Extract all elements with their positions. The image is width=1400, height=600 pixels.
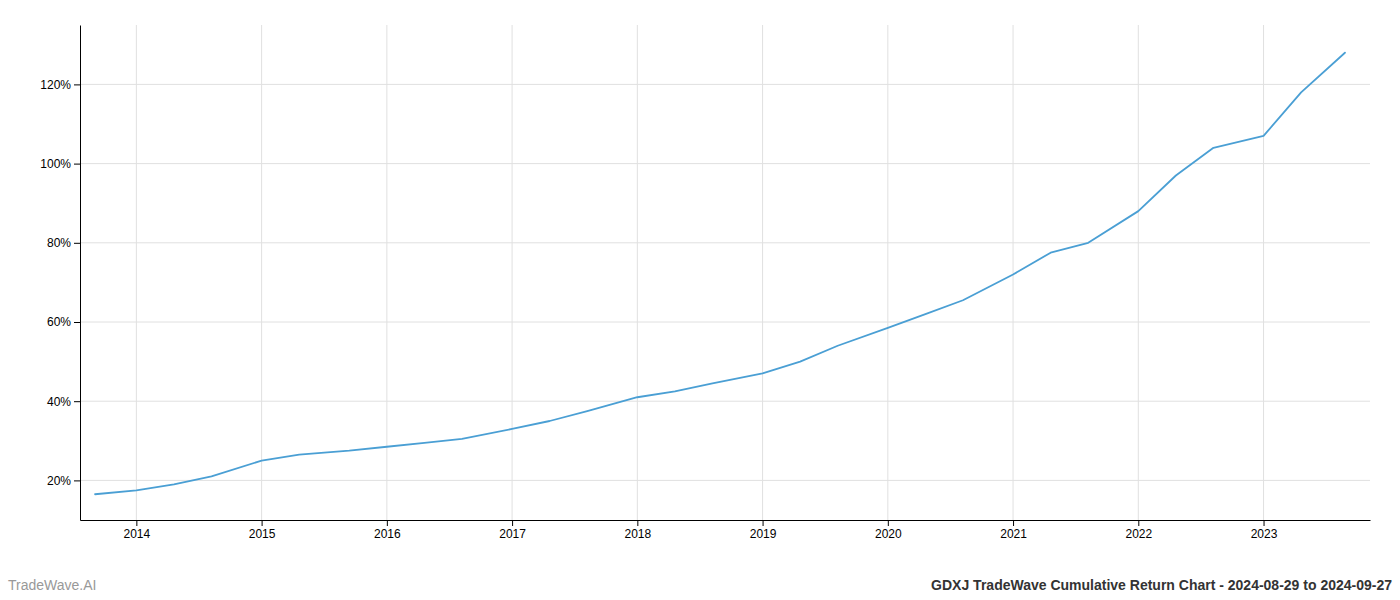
tick: 2021 <box>1000 520 1027 541</box>
tick: 60% <box>47 315 80 329</box>
tick-mark <box>512 520 513 526</box>
chart: 2014 2015 2016 2017 2018 2019 2020 2021 2022 2023… <box>0 0 1400 600</box>
tick-mark <box>637 520 638 526</box>
tick-label: 100% <box>40 157 71 171</box>
grid-line-y <box>80 163 1370 164</box>
tick-label: 2022 <box>1125 527 1152 541</box>
tick-label: 2020 <box>875 527 902 541</box>
tick-label: 2019 <box>750 527 777 541</box>
tick-mark <box>74 164 80 165</box>
grid-line-x <box>512 25 513 520</box>
grid <box>80 25 1370 520</box>
tick-mark <box>1264 520 1265 526</box>
tick: 2019 <box>750 520 777 541</box>
tick: 2016 <box>374 520 401 541</box>
grid-line-y <box>80 322 1370 323</box>
tick-label: 2014 <box>124 527 151 541</box>
tick-mark <box>1138 520 1139 526</box>
tick-label: 2017 <box>499 527 526 541</box>
tick: 2020 <box>875 520 902 541</box>
tick-label: 2021 <box>1000 527 1027 541</box>
line <box>95 53 1345 495</box>
tick: 80% <box>47 236 80 250</box>
tick-label: 2016 <box>374 527 401 541</box>
tick-mark <box>74 243 80 244</box>
tick-mark <box>74 480 80 481</box>
grid-line-y <box>80 401 1370 402</box>
axis-line <box>80 26 81 521</box>
tick-label: 2023 <box>1251 527 1278 541</box>
tick-label: 60% <box>47 315 71 329</box>
tick: 100% <box>40 157 80 171</box>
grid-line-x <box>261 25 262 520</box>
grid-line-x <box>1138 25 1139 520</box>
tick-mark <box>74 401 80 402</box>
tick-mark <box>763 520 764 526</box>
tick: 40% <box>47 395 80 409</box>
tick-mark <box>262 520 263 526</box>
tick-mark <box>74 84 80 85</box>
y-axis: 20% 40% 60% 80% 100% 120% <box>40 26 80 521</box>
tick: 2015 <box>249 520 276 541</box>
grid-line-x <box>1263 25 1264 520</box>
grid-line-x <box>762 25 763 520</box>
grid-line-y <box>80 480 1370 481</box>
grid-line-x <box>136 25 137 520</box>
axis-line <box>81 520 1371 521</box>
tick-mark <box>387 520 388 526</box>
tick-label: 40% <box>47 395 71 409</box>
tick: 20% <box>47 474 80 488</box>
tick-mark <box>1013 520 1014 526</box>
tick-label: 120% <box>40 78 71 92</box>
grid-line-x <box>386 25 387 520</box>
tick: 2022 <box>1125 520 1152 541</box>
tick: 2017 <box>499 520 526 541</box>
plot-area: 2014 2015 2016 2017 2018 2019 2020 2021 2022 2023… <box>40 25 1370 541</box>
tick-mark <box>74 322 80 323</box>
tick-label: 20% <box>47 474 71 488</box>
tick-label: 80% <box>47 236 71 250</box>
tick: 2018 <box>624 520 651 541</box>
title: GDXJ TradeWave Cumulative Return Chart -… <box>931 577 1392 593</box>
tick: 120% <box>40 78 80 92</box>
grid-line-x <box>637 25 638 520</box>
tick: 2014 <box>124 520 151 541</box>
x-axis: 2014 2015 2016 2017 2018 2019 2020 2021 2022 2023 <box>81 520 1371 541</box>
tick-mark <box>136 520 137 526</box>
grid-line-y <box>80 242 1370 243</box>
series-group <box>95 53 1345 495</box>
grid-line-x <box>887 25 888 520</box>
grid-line-x <box>1013 25 1014 520</box>
tick: 2023 <box>1251 520 1278 541</box>
grid-line-y <box>80 84 1370 85</box>
watermark: TradeWave.AI <box>8 577 96 593</box>
tick-label: 2015 <box>249 527 276 541</box>
tick-mark <box>888 520 889 526</box>
tick-label: 2018 <box>624 527 651 541</box>
